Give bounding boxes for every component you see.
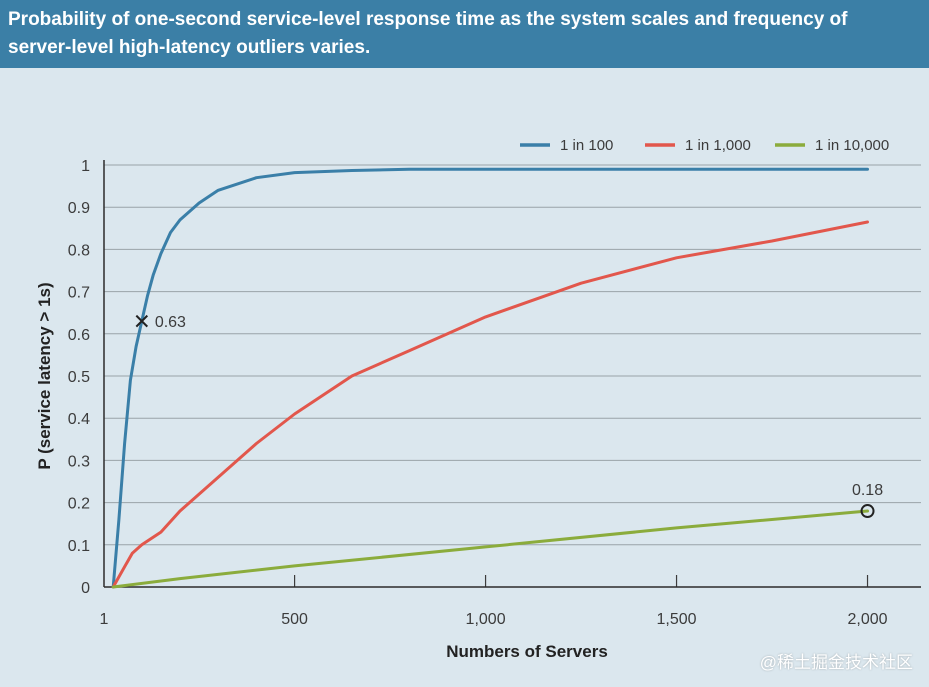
y-tick-label-0-9: 0.9	[68, 200, 90, 217]
x-axis-label: Numbers of Servers	[446, 642, 608, 661]
x-tick-label-2-000: 2,000	[848, 611, 888, 628]
legend-label-1-in-1-000: 1 in 1,000	[685, 137, 751, 154]
y-tick-label-0-5: 0.5	[68, 369, 90, 386]
watermark-text: @稀土掘金技术社区	[759, 653, 913, 672]
chart-header: Probability of one-second service-level …	[0, 0, 929, 68]
y-tick-label-0-2: 0.2	[68, 496, 90, 513]
annotation-marker-circle	[860, 504, 875, 519]
y-tick-label-0-1: 0.1	[68, 538, 90, 555]
y-axis-label: P (service latency > 1s)	[35, 282, 54, 469]
annotation-label-0-63: 0.63	[155, 314, 186, 331]
annotation-marker-x	[135, 314, 149, 328]
annotation-label-0-18: 0.18	[852, 482, 883, 499]
legend-label-1-in-10-000: 1 in 10,000	[815, 137, 889, 154]
y-tick-label-0: 0	[81, 580, 90, 597]
series-line-1-in-10-000	[111, 509, 869, 589]
y-tick-label-0-8: 0.8	[68, 242, 90, 259]
series-line-1-in-1-000	[111, 220, 869, 589]
y-tick-label-0-3: 0.3	[68, 453, 90, 470]
y-tick-label-1: 1	[81, 158, 90, 175]
legend-label-1-in-100: 1 in 100	[560, 137, 613, 154]
x-tick-label-1-000: 1,000	[466, 611, 506, 628]
y-tick-label-0-7: 0.7	[68, 285, 90, 302]
y-tick-label-0-4: 0.4	[68, 411, 90, 428]
chart-title: Probability of one-second service-level …	[8, 9, 848, 58]
x-tick-label-1-500: 1,500	[657, 611, 697, 628]
x-tick-label-500: 500	[281, 611, 308, 628]
series-line-1-in-100	[111, 167, 869, 589]
x-tick-label-1: 1	[100, 611, 109, 628]
y-tick-label-0-6: 0.6	[68, 327, 90, 344]
